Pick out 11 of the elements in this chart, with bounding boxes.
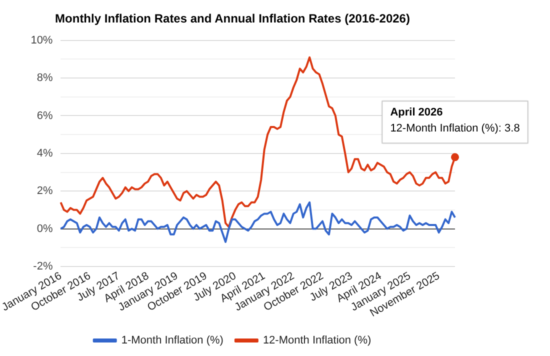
y-tick-label: 6% [36,110,53,122]
y-tick-label: 8% [36,72,53,84]
y-tick-label: 10% [30,34,53,46]
legend-label: 1-Month Inflation (%) [121,334,224,347]
y-tick-label: -2% [33,260,53,272]
annotation: April 2026 12-Month Inflation (%): 3.8 [390,106,520,135]
chart-title: Monthly Inflation Rates and Annual Inflation Rates (2016-2026) [55,12,410,26]
y-tick-label: 0% [36,222,53,235]
y-tick-label: 4% [36,147,53,160]
y-tick-label: 2% [36,185,53,198]
legend-label: 12-Month Inflation (%) [262,334,372,347]
